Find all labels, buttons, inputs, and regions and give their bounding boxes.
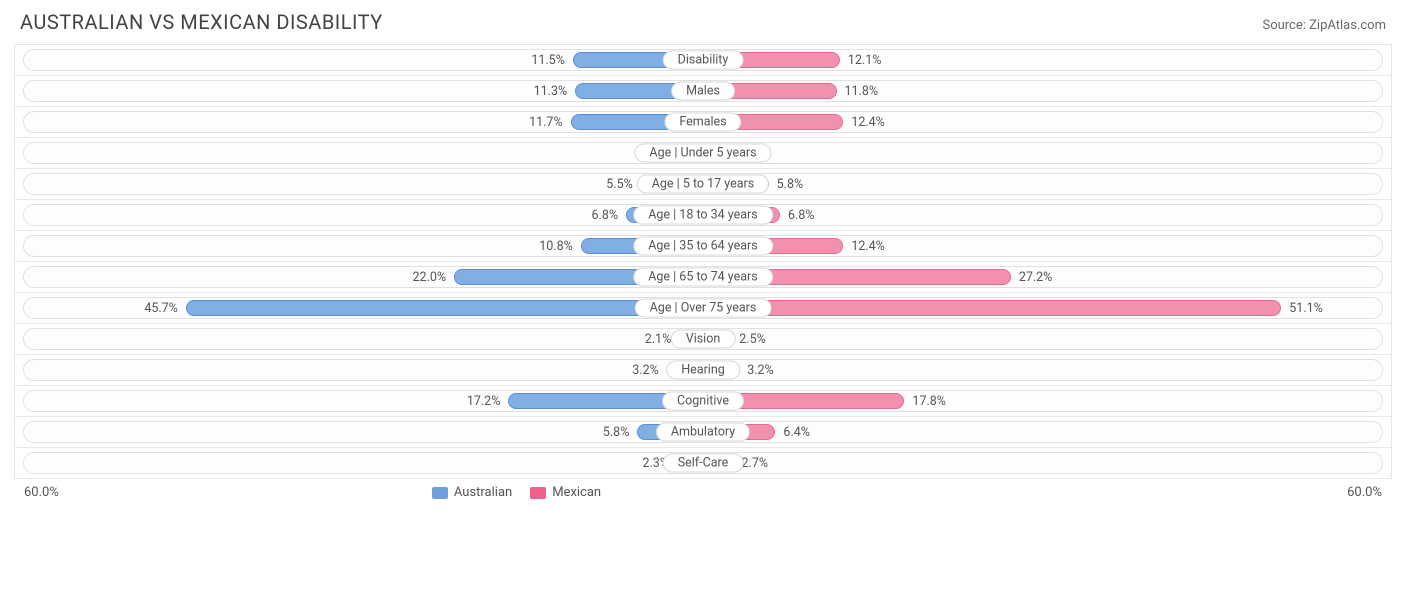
category-label: Self-Care bbox=[663, 454, 744, 473]
value-australian: 11.5% bbox=[531, 50, 565, 72]
row-track: 11.3% 11.8% Males bbox=[23, 80, 1383, 102]
chart-row: 22.0% 27.2% Age | 65 to 74 years bbox=[15, 262, 1391, 293]
category-label: Ambulatory bbox=[656, 423, 750, 442]
value-australian: 2.1% bbox=[645, 329, 672, 351]
category-label: Age | 35 to 64 years bbox=[633, 237, 773, 256]
value-australian: 5.5% bbox=[606, 174, 633, 196]
category-label: Age | 18 to 34 years bbox=[633, 206, 773, 225]
chart-row: 6.8% 6.8% Age | 18 to 34 years bbox=[15, 200, 1391, 231]
legend-label-mexican: Mexican bbox=[552, 485, 601, 500]
chart-source: Source: ZipAtlas.com bbox=[1262, 18, 1386, 33]
chart-header: AUSTRALIAN VS MEXICAN DISABILITY Source:… bbox=[14, 10, 1392, 34]
category-label: Age | Under 5 years bbox=[634, 144, 771, 163]
value-australian: 17.2% bbox=[467, 391, 501, 413]
row-track: 11.7% 12.4% Females bbox=[23, 111, 1383, 133]
category-label: Females bbox=[664, 113, 741, 132]
row-track: 10.8% 12.4% Age | 35 to 64 years bbox=[23, 235, 1383, 257]
legend-item-australian: Australian bbox=[432, 485, 512, 500]
chart-row: 10.8% 12.4% Age | 35 to 64 years bbox=[15, 231, 1391, 262]
value-mexican: 27.2% bbox=[1019, 267, 1053, 289]
row-track: 11.5% 12.1% Disability bbox=[23, 49, 1383, 71]
category-label: Males bbox=[671, 82, 735, 101]
value-australian: 45.7% bbox=[144, 298, 178, 320]
row-track: 1.4%1.3%Age | Under 5 years bbox=[23, 142, 1383, 164]
category-label: Vision bbox=[671, 330, 736, 349]
category-label: Age | 5 to 17 years bbox=[637, 175, 769, 194]
chart-row: 3.2% 3.2% Hearing bbox=[15, 355, 1391, 386]
chart-row: 5.8% 6.4% Ambulatory bbox=[15, 417, 1391, 448]
chart-row: 1.4%1.3%Age | Under 5 years bbox=[15, 138, 1391, 169]
row-track: 3.2% 3.2% Hearing bbox=[23, 359, 1383, 381]
value-australian: 11.3% bbox=[534, 81, 568, 103]
bar-mexican bbox=[703, 300, 1281, 316]
value-mexican: 11.8% bbox=[845, 81, 879, 103]
legend-label-australian: Australian bbox=[454, 485, 512, 500]
category-label: Age | 65 to 74 years bbox=[633, 268, 773, 287]
row-track: 2.1% 2.5%Vision bbox=[23, 328, 1383, 350]
chart-row: 5.5% 5.8% Age | 5 to 17 years bbox=[15, 169, 1391, 200]
value-mexican: 12.4% bbox=[851, 112, 885, 134]
category-label: Hearing bbox=[666, 361, 740, 380]
category-label: Disability bbox=[663, 51, 744, 70]
value-mexican: 51.1% bbox=[1289, 298, 1323, 320]
value-australian: 22.0% bbox=[413, 267, 447, 289]
legend-swatch-mexican bbox=[530, 487, 546, 499]
legend: Australian Mexican bbox=[432, 485, 601, 500]
bar-australian bbox=[186, 300, 703, 316]
value-mexican: 2.5% bbox=[739, 329, 766, 351]
category-label: Cognitive bbox=[662, 392, 744, 411]
row-track: 6.8% 6.8% Age | 18 to 34 years bbox=[23, 204, 1383, 226]
value-australian: 11.7% bbox=[529, 112, 563, 134]
chart-row: 11.7% 12.4% Females bbox=[15, 107, 1391, 138]
chart-row: 11.5% 12.1% Disability bbox=[15, 45, 1391, 76]
legend-item-mexican: Mexican bbox=[530, 485, 601, 500]
chart-title: AUSTRALIAN VS MEXICAN DISABILITY bbox=[20, 10, 383, 34]
chart-row: 2.1% 2.5%Vision bbox=[15, 324, 1391, 355]
value-australian: 3.2% bbox=[632, 360, 659, 382]
value-mexican: 12.4% bbox=[851, 236, 885, 258]
value-mexican: 2.7% bbox=[742, 453, 769, 475]
chart-row: 2.3%2.7%Self-Care bbox=[15, 448, 1391, 479]
chart-footer: 60.0% Australian Mexican 60.0% bbox=[14, 479, 1392, 502]
value-mexican: 12.1% bbox=[848, 50, 882, 72]
row-track: 5.8% 6.4% Ambulatory bbox=[23, 421, 1383, 443]
row-track: 45.7% 51.1% Age | Over 75 years bbox=[23, 297, 1383, 319]
axis-max-right: 60.0% bbox=[1347, 485, 1382, 500]
value-australian: 6.8% bbox=[592, 205, 619, 227]
row-track: 2.3%2.7%Self-Care bbox=[23, 452, 1383, 474]
chart-row: 17.2% 17.8% Cognitive bbox=[15, 386, 1391, 417]
row-track: 17.2% 17.8% Cognitive bbox=[23, 390, 1383, 412]
value-mexican: 3.2% bbox=[747, 360, 774, 382]
value-mexican: 5.8% bbox=[777, 174, 804, 196]
category-label: Age | Over 75 years bbox=[635, 299, 772, 318]
value-mexican: 17.8% bbox=[912, 391, 946, 413]
butterfly-chart: 11.5% 12.1% Disability 11.3% 11.8% Males 11.7%… bbox=[14, 44, 1392, 479]
value-australian: 5.8% bbox=[603, 422, 630, 444]
axis-max-left: 60.0% bbox=[24, 485, 59, 500]
value-australian: 10.8% bbox=[539, 236, 573, 258]
chart-row: 11.3% 11.8% Males bbox=[15, 76, 1391, 107]
value-mexican: 6.4% bbox=[783, 422, 810, 444]
row-track: 22.0% 27.2% Age | 65 to 74 years bbox=[23, 266, 1383, 288]
chart-row: 45.7% 51.1% Age | Over 75 years bbox=[15, 293, 1391, 324]
legend-swatch-australian bbox=[432, 487, 448, 499]
row-track: 5.5% 5.8% Age | 5 to 17 years bbox=[23, 173, 1383, 195]
value-mexican: 6.8% bbox=[788, 205, 815, 227]
